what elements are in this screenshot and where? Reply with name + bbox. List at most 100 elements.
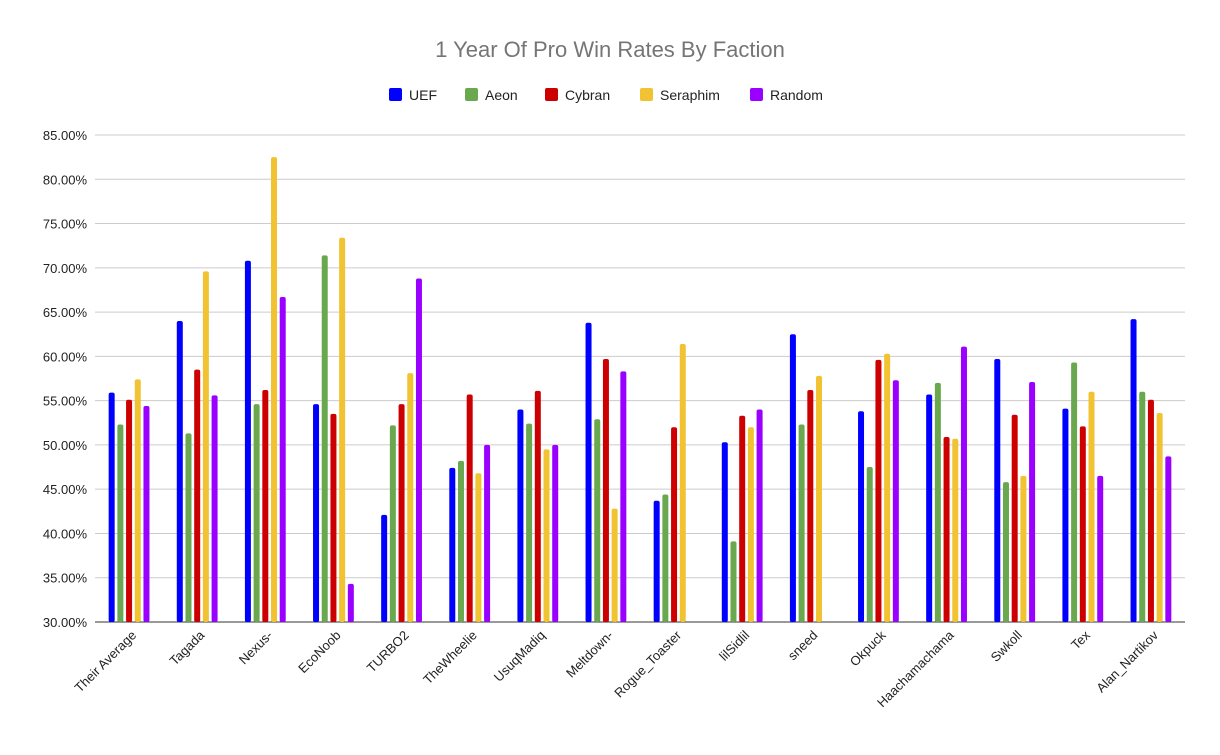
bar-cybran — [126, 399, 133, 622]
bar-cybran — [739, 415, 746, 622]
legend-label-uef: UEF — [409, 87, 437, 103]
bar-uef — [1130, 319, 1137, 622]
y-tick-label: 65.00% — [43, 305, 88, 320]
bar-cybran — [602, 359, 609, 622]
bar-seraphim — [339, 237, 346, 623]
bar-random — [1097, 475, 1104, 622]
bar-uef — [653, 500, 660, 622]
bar-cybran — [671, 427, 678, 622]
x-tick-label: Tagada — [167, 627, 208, 668]
x-tick-label: Rogue_Toaster — [611, 627, 684, 700]
bar-cybran — [466, 394, 473, 622]
bar-uef — [449, 467, 456, 622]
bar-uef — [721, 442, 728, 622]
bar-seraphim — [1020, 475, 1027, 622]
bar-cybran — [262, 390, 269, 622]
bar-aeon — [798, 424, 805, 622]
bar-seraphim — [543, 449, 550, 622]
y-axis: 30.00% 35.00% 40.00% 45.00% 50.00% 55.00% 60.0… — [43, 128, 88, 630]
bar-uef — [994, 359, 1001, 622]
bar-aeon — [866, 467, 873, 622]
bar-aeon — [389, 425, 396, 622]
legend-swatch-aeon — [465, 88, 478, 101]
bar-seraphim — [884, 353, 891, 622]
bar-random — [279, 297, 286, 622]
x-tick-label: Meltdown- — [563, 628, 616, 681]
bar-cybran — [1011, 414, 1018, 622]
bar-seraphim — [475, 473, 482, 622]
bar-cybran — [398, 404, 405, 622]
x-tick-label: sneed — [785, 628, 821, 664]
y-tick-label: 75.00% — [43, 217, 88, 232]
bar-random — [552, 444, 559, 622]
x-tick-label: Swkoll — [988, 627, 1025, 664]
legend-label-random: Random — [770, 87, 823, 103]
legend: UEF Aeon Cybran Seraphim Random — [389, 87, 823, 103]
bar-random — [620, 371, 627, 622]
bar-cybran — [943, 436, 950, 622]
bar-random — [1165, 456, 1172, 622]
bar-cybran — [194, 369, 201, 622]
legend-swatch-cybran — [545, 88, 558, 101]
bar-uef — [789, 334, 796, 622]
x-axis: Their Average Tagada Nexus- EcoNoob TURBO2 Th… — [72, 627, 1162, 710]
bar-random — [756, 409, 763, 622]
y-tick-label: 50.00% — [43, 438, 88, 453]
bar-cybran — [807, 390, 814, 622]
bar-aeon — [730, 541, 737, 622]
bar-seraphim — [611, 508, 618, 622]
y-tick-label: 55.00% — [43, 394, 88, 409]
bar-cybran — [1079, 426, 1086, 622]
bar-uef — [108, 392, 115, 622]
y-tick-label: 45.00% — [43, 482, 88, 497]
bar-uef — [858, 411, 865, 622]
y-tick-label: 85.00% — [43, 128, 88, 143]
chart-title: 1 Year Of Pro Win Rates By Faction — [435, 37, 785, 62]
bar-uef — [313, 404, 320, 622]
bar-aeon — [321, 255, 328, 622]
x-tick-label: UsuqMadiq — [491, 628, 548, 685]
bar-cybran — [1147, 399, 1154, 622]
bar-random — [143, 405, 150, 622]
bar-seraphim — [407, 373, 414, 622]
bar-cybran — [330, 413, 337, 622]
bar-seraphim — [202, 271, 209, 622]
bar-aeon — [253, 404, 260, 622]
x-tick-label: Tex — [1068, 627, 1093, 652]
bar-aeon — [662, 494, 669, 622]
bar-seraphim — [816, 375, 823, 622]
bar-seraphim — [952, 438, 959, 622]
y-tick-label: 40.00% — [43, 526, 88, 541]
bar-random — [484, 444, 491, 622]
bar-seraphim — [271, 157, 278, 623]
legend-swatch-seraphim — [640, 88, 653, 101]
bar-uef — [176, 320, 183, 622]
bar-random — [960, 346, 967, 622]
x-tick-label: lilSidlil — [716, 627, 752, 663]
bar-uef — [585, 322, 592, 622]
bar-aeon — [934, 382, 941, 622]
bar-aeon — [185, 433, 192, 622]
bar-seraphim — [134, 379, 141, 622]
bar-uef — [517, 409, 524, 622]
x-tick-label: Their Average — [72, 628, 140, 696]
bar-random — [347, 583, 354, 622]
bar-uef — [244, 260, 251, 622]
x-tick-label: Nexus- — [236, 628, 276, 668]
bar-random — [892, 380, 899, 622]
bar-seraphim — [679, 343, 686, 622]
bar-aeon — [526, 423, 533, 622]
bar-cybran — [875, 359, 882, 622]
bar-random — [211, 395, 218, 622]
bar-aeon — [594, 419, 601, 622]
bar-aeon — [1139, 391, 1146, 622]
bar-seraphim — [747, 427, 754, 622]
x-tick-label: EcoNoob — [295, 628, 343, 676]
legend-label-cybran: Cybran — [565, 87, 610, 103]
bar-random — [415, 278, 422, 622]
y-tick-label: 60.00% — [43, 349, 88, 364]
bar-aeon — [457, 460, 464, 622]
y-tick-label: 30.00% — [43, 615, 88, 630]
